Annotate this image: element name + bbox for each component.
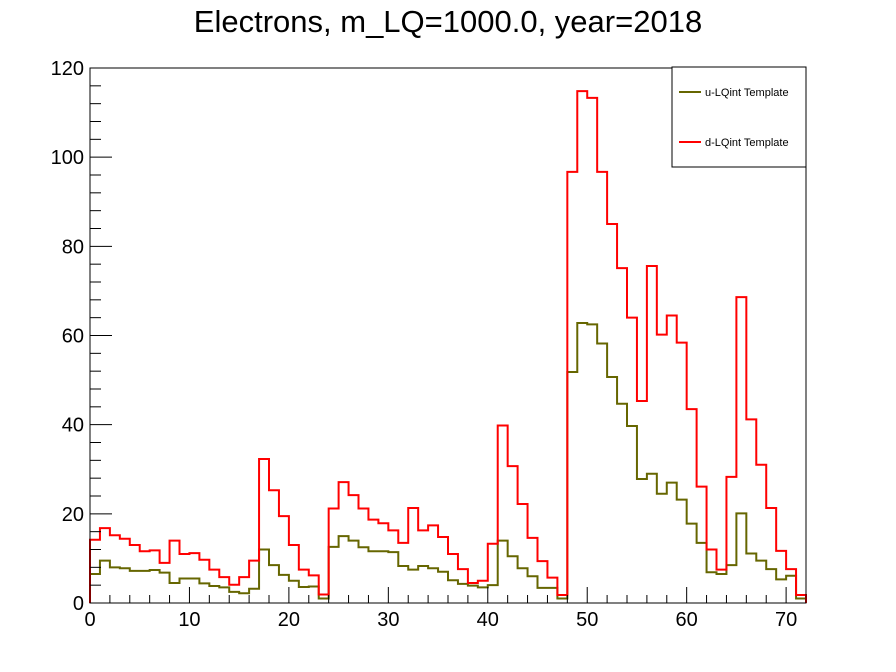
x-tick-label: 20 [278,609,300,631]
series-line [89,90,807,603]
plot-area [89,90,807,603]
x-tick-label: 30 [377,609,399,631]
series-d-lqint [89,90,807,603]
legend-label-u: u-LQint Template [705,87,789,99]
x-tick-label: 10 [178,609,200,631]
axes: 0 20 40 60 80 100 120 0 10 20 30 40 50 60 70 [51,58,807,631]
y-tick-label: 120 [51,58,84,80]
y-tick-label: 80 [62,236,84,258]
series-line [89,322,807,603]
y-tick-label: 20 [62,504,84,526]
x-tick-label: 70 [775,609,797,631]
series-u-lqint [89,322,807,603]
legend-label-d: d-LQint Template [705,137,789,149]
x-tick-label: 40 [477,609,499,631]
x-tick-label: 60 [676,609,698,631]
legend: u-LQint Template d-LQint Template [671,66,807,168]
y-tick-label: 0 [73,593,84,615]
chart-title: Electrons, m_LQ=1000.0, year=2018 [194,4,702,39]
y-tick-label: 60 [62,326,84,348]
y-tick-label: 40 [62,415,84,437]
x-tick-label: 50 [576,609,598,631]
y-tick-label: 100 [51,147,84,169]
x-tick-label: 0 [84,609,95,631]
legend-box [671,66,807,168]
